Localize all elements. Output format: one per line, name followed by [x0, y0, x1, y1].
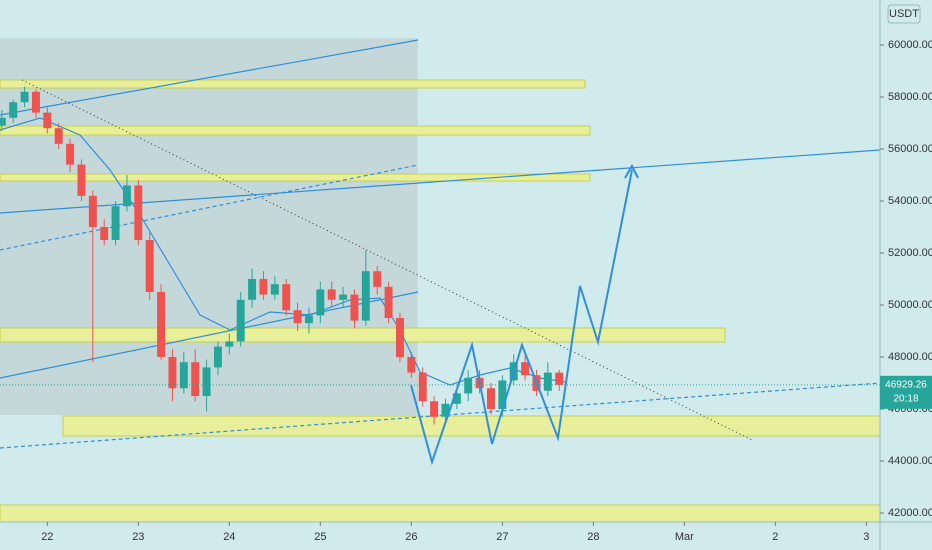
y-tick-label: 42000.00 — [888, 507, 932, 519]
candle-body — [191, 362, 200, 397]
candle-body — [486, 388, 495, 410]
candle-body — [384, 286, 393, 319]
candle-body — [373, 271, 382, 287]
candle-body — [339, 294, 348, 300]
y-tick-label: 50000.00 — [888, 299, 932, 311]
candle-body — [248, 279, 257, 300]
last-price-label: 46929.26 — [885, 379, 927, 390]
y-tick-label: 56000.00 — [888, 143, 932, 155]
candle-body — [213, 346, 222, 368]
x-tick-label: 26 — [405, 531, 417, 543]
x-tick-label: Mar — [675, 531, 694, 543]
candle-body — [20, 91, 29, 103]
candle-body — [555, 372, 564, 385]
candle-body — [543, 372, 552, 391]
countdown-label: 20:18 — [893, 393, 918, 404]
currency-label: USDT — [889, 8, 919, 20]
projection — [410, 163, 639, 466]
candle-body — [350, 294, 359, 321]
x-tick-label: 22 — [41, 531, 53, 543]
time-axis — [0, 522, 880, 550]
candle-body — [225, 341, 234, 347]
x-tick-label: 3 — [863, 531, 869, 543]
currency-box — [887, 4, 921, 24]
x-tick-label: 24 — [223, 531, 235, 543]
candle-body — [31, 91, 40, 113]
x-tick-label: 2 — [772, 531, 778, 543]
candle-body — [179, 362, 188, 389]
candle-body — [122, 185, 131, 207]
candle-body — [100, 227, 109, 241]
zones — [0, 79, 881, 523]
candle-body — [304, 315, 313, 324]
candle-body — [66, 143, 75, 165]
candle-body — [441, 403, 450, 417]
candle-body — [498, 380, 507, 410]
candle-body — [327, 289, 336, 300]
candle-body — [464, 377, 473, 394]
candle-body — [430, 401, 439, 417]
x-tick-label: 28 — [587, 531, 599, 543]
candle-body — [259, 279, 268, 295]
candle-body — [202, 367, 211, 397]
candle-body — [270, 284, 279, 295]
candle-body — [88, 195, 97, 228]
y-tick-label: 44000.00 — [888, 455, 932, 467]
last-price-box — [880, 375, 932, 409]
x-tick-label: 25 — [314, 531, 326, 543]
candle-body — [236, 299, 245, 342]
candle-body — [395, 318, 404, 358]
candle-body — [43, 112, 52, 129]
candle-body — [9, 102, 18, 118]
price-axis — [880, 0, 932, 550]
candle-body — [145, 240, 154, 293]
candle-body — [157, 292, 166, 358]
candle-body — [54, 128, 63, 144]
candle-body — [316, 289, 325, 316]
x-tick-label: 23 — [132, 531, 144, 543]
trendlines — [0, 39, 881, 449]
candle-body — [418, 372, 427, 402]
x-tick-label: 27 — [496, 531, 508, 543]
y-tick-label: 58000.00 — [888, 91, 932, 103]
candle-body — [282, 284, 291, 311]
candle-body — [361, 271, 370, 321]
y-tick-label: 48000.00 — [888, 351, 932, 363]
candle-body — [134, 185, 143, 241]
date-range-shade — [0, 38, 418, 415]
y-tick-label: 52000.00 — [888, 247, 932, 259]
candle-body — [407, 357, 416, 373]
y-tick-label: 60000.00 — [888, 39, 932, 51]
candle-body — [452, 393, 461, 404]
y-tick-label: 54000.00 — [888, 195, 932, 207]
candle-body — [111, 206, 120, 241]
candle-body — [521, 362, 530, 376]
candle-body — [77, 164, 86, 196]
candle-body — [293, 310, 302, 324]
candle-body — [168, 357, 177, 389]
candle-body — [0, 117, 6, 126]
